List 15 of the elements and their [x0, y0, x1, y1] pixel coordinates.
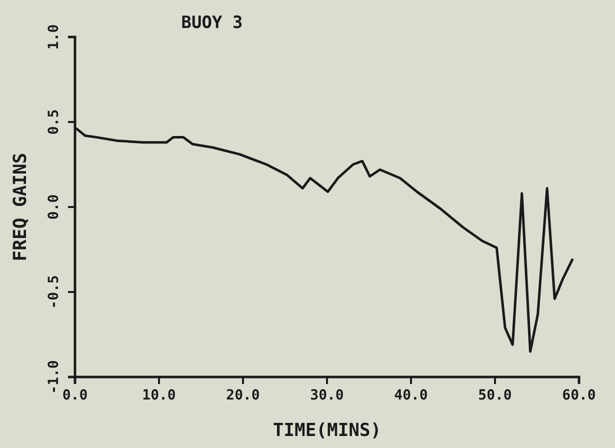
x-tick-label: 30.0: [310, 388, 344, 404]
y-tick-label: -1.0: [46, 360, 62, 394]
y-axis-title: FREQ GAINS: [10, 152, 31, 262]
x-tick-label: 60.0: [562, 388, 596, 404]
y-tick-label: -0.5: [46, 275, 62, 309]
x-axis-title: TIME(MINS): [272, 420, 382, 441]
chart-title: BUOY 3: [181, 13, 243, 33]
x-tick-label: 40.0: [394, 388, 428, 404]
x-tick-label: 50.0: [478, 388, 512, 404]
y-tick-label: 1.0: [46, 24, 62, 50]
y-tick-label: 0.0: [46, 194, 62, 220]
x-tick-label: 0.0: [62, 388, 88, 404]
y-tick-label: 0.5: [46, 109, 62, 135]
x-tick-label: 10.0: [142, 388, 176, 404]
x-tick-label: 20.0: [226, 388, 260, 404]
